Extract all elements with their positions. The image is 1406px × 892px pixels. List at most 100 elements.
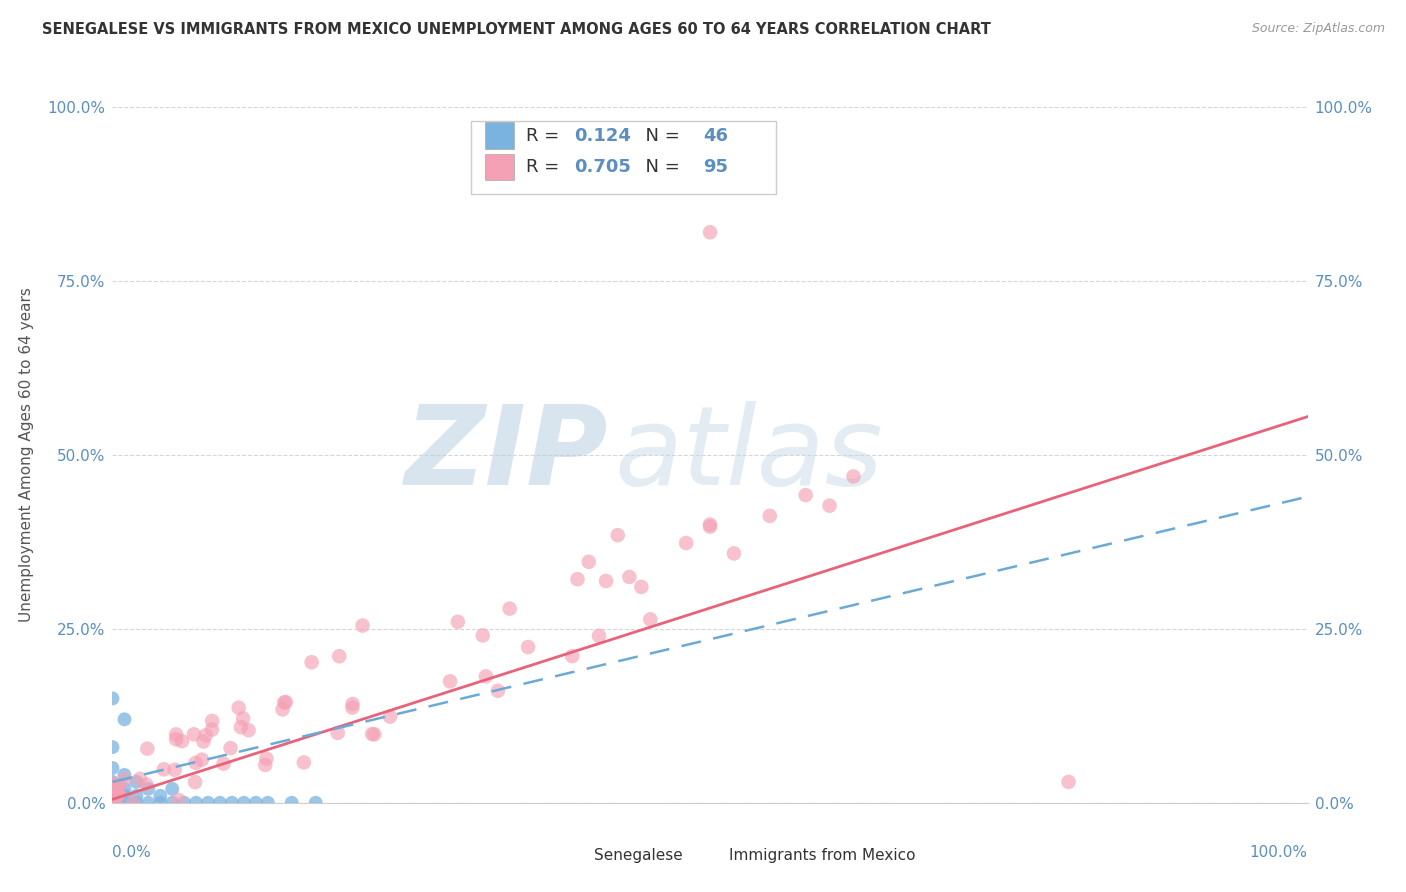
Point	[103, 789, 125, 803]
Point	[125, 789, 148, 803]
Point	[101, 796, 124, 810]
Point	[212, 756, 235, 771]
Point	[209, 796, 232, 810]
Point	[104, 780, 127, 794]
Point	[342, 697, 364, 711]
Point	[101, 796, 124, 810]
Point	[105, 780, 128, 795]
Point	[475, 669, 498, 683]
Point	[292, 756, 315, 770]
Point	[104, 789, 127, 804]
Text: atlas: atlas	[614, 401, 883, 508]
Point	[699, 517, 721, 532]
Point	[103, 786, 125, 800]
Point	[233, 796, 256, 810]
Point	[184, 756, 207, 770]
Text: 100.0%: 100.0%	[1250, 845, 1308, 860]
Point	[219, 741, 242, 756]
Point	[486, 683, 509, 698]
Point	[105, 780, 128, 794]
Point	[184, 775, 207, 789]
Point	[114, 796, 135, 810]
Point	[595, 574, 617, 588]
Point	[104, 782, 127, 797]
Point	[183, 727, 205, 741]
Point	[138, 796, 160, 810]
Point	[101, 796, 124, 810]
Point	[101, 691, 124, 706]
Point	[104, 788, 127, 802]
Point	[138, 781, 160, 796]
Point	[105, 778, 128, 792]
Point	[588, 629, 610, 643]
Text: N =: N =	[634, 158, 685, 176]
Point	[101, 788, 124, 802]
Text: Immigrants from Mexico: Immigrants from Mexico	[730, 848, 915, 863]
Text: SENEGALESE VS IMMIGRANTS FROM MEXICO UNEMPLOYMENT AMONG AGES 60 TO 64 YEARS CORR: SENEGALESE VS IMMIGRANTS FROM MEXICO UNE…	[42, 22, 991, 37]
Point	[232, 711, 254, 725]
Point	[238, 723, 260, 738]
Point	[149, 796, 172, 810]
Point	[201, 723, 224, 737]
Point	[326, 726, 349, 740]
Point	[699, 519, 721, 533]
Point	[103, 777, 125, 791]
Point	[447, 615, 470, 629]
Point	[101, 796, 124, 810]
Point	[152, 762, 174, 776]
Point	[105, 785, 128, 799]
Point	[101, 796, 124, 810]
Point	[439, 674, 461, 689]
Point	[101, 784, 124, 798]
Point	[567, 572, 589, 586]
Point	[194, 728, 217, 742]
Point	[103, 790, 125, 805]
FancyBboxPatch shape	[485, 122, 515, 149]
Point	[125, 775, 148, 789]
Point	[114, 789, 135, 803]
Point	[101, 796, 124, 810]
Point	[128, 772, 150, 786]
Point	[1057, 775, 1080, 789]
Point	[361, 727, 384, 741]
Point	[257, 796, 280, 810]
Point	[170, 734, 193, 748]
Point	[101, 796, 124, 810]
Point	[245, 796, 267, 810]
Text: Senegalese: Senegalese	[595, 848, 683, 863]
Point	[578, 555, 600, 569]
Point	[842, 469, 865, 483]
Point	[759, 508, 782, 523]
Point	[165, 727, 187, 741]
Point	[101, 775, 124, 789]
Point	[301, 655, 323, 669]
Point	[165, 732, 187, 747]
FancyBboxPatch shape	[485, 153, 515, 180]
FancyBboxPatch shape	[696, 845, 723, 865]
Point	[274, 695, 297, 709]
Point	[271, 702, 294, 716]
Point	[125, 796, 148, 810]
Point	[101, 796, 124, 810]
Point	[101, 793, 124, 807]
Point	[114, 712, 135, 726]
Point	[221, 796, 243, 810]
Point	[191, 753, 214, 767]
Point	[342, 700, 364, 714]
Point	[630, 580, 652, 594]
Text: Source: ZipAtlas.com: Source: ZipAtlas.com	[1251, 22, 1385, 36]
Point	[114, 772, 136, 787]
Point	[167, 793, 190, 807]
Point	[281, 796, 304, 810]
Text: 0.124: 0.124	[574, 127, 631, 145]
Point	[699, 225, 721, 239]
Point	[162, 796, 183, 810]
Point	[101, 796, 124, 810]
Point	[229, 720, 252, 734]
Point	[101, 786, 124, 800]
Point	[101, 781, 124, 796]
Point	[723, 546, 745, 560]
Point	[105, 781, 128, 796]
Point	[197, 796, 219, 810]
Point	[675, 536, 697, 550]
